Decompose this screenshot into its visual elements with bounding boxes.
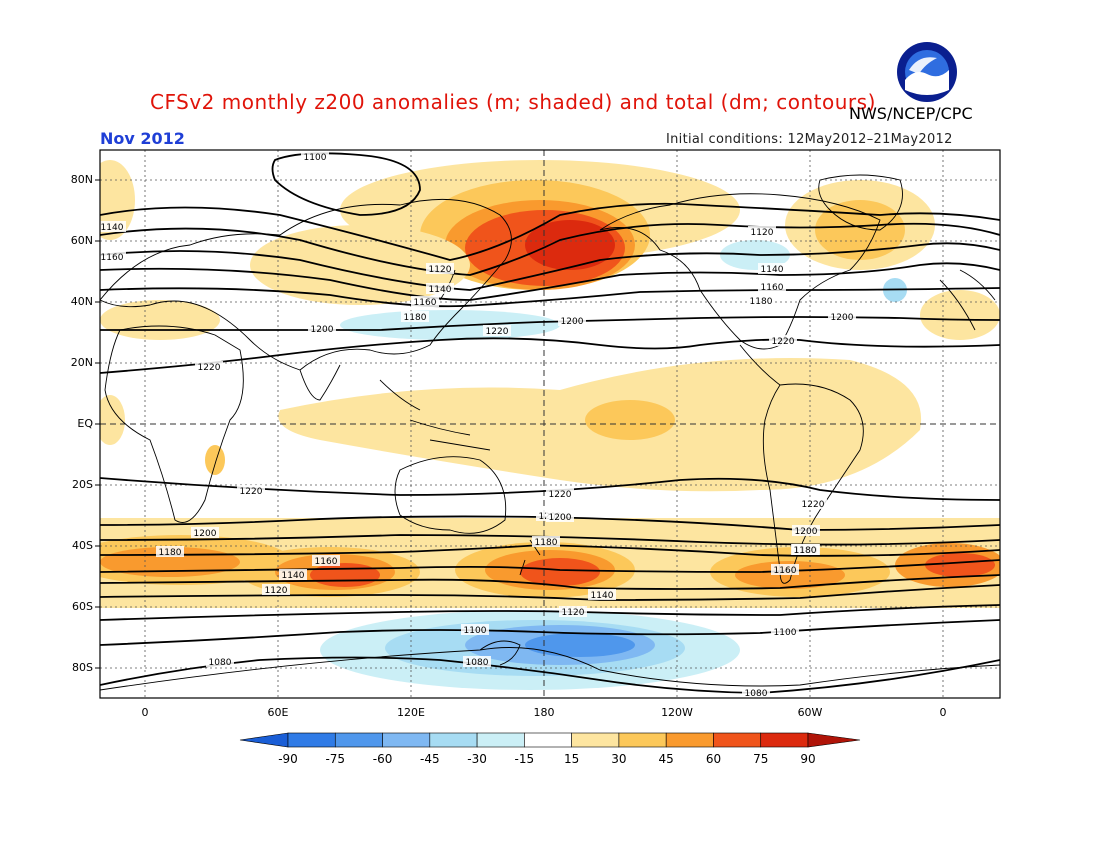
coastlines bbox=[100, 174, 1000, 691]
latitude-label: EQ bbox=[77, 417, 93, 430]
colorbar-label: 90 bbox=[800, 752, 815, 766]
longitude-label: 120E bbox=[397, 706, 425, 719]
contour-label: 1140 bbox=[591, 591, 614, 601]
contour-label: 1160 bbox=[414, 298, 437, 308]
contour-label: 1200 bbox=[311, 325, 334, 335]
contour-label: 1180 bbox=[159, 548, 182, 558]
colorbar-segment bbox=[382, 732, 431, 748]
latitude-labels: 80N 60N 40N 20N EQ 20S 40S 60S 80S bbox=[71, 173, 100, 674]
colorbar-arrow-low bbox=[239, 732, 289, 748]
longitude-label: 60E bbox=[268, 706, 289, 719]
colorbar-segment bbox=[287, 732, 336, 748]
longitude-label: 120W bbox=[661, 706, 693, 719]
contour-label: 1180 bbox=[794, 546, 817, 556]
reference-lines bbox=[100, 150, 1000, 698]
colorbar-segment bbox=[665, 732, 714, 748]
contour-label: 1220 bbox=[772, 337, 795, 347]
colorbar-label: -75 bbox=[325, 752, 345, 766]
colorbar-label: -15 bbox=[515, 752, 535, 766]
latitude-label: 20N bbox=[71, 356, 93, 369]
contour-label: 1100 bbox=[774, 628, 797, 638]
latitude-label: 80S bbox=[72, 661, 93, 674]
latitude-label: 60N bbox=[71, 234, 93, 247]
contour-label: 1160 bbox=[101, 253, 124, 263]
contour-label: 1100 bbox=[304, 153, 327, 163]
colorbar-label: -30 bbox=[467, 752, 487, 766]
longitude-label: 60W bbox=[798, 706, 823, 719]
contour-label: 1140 bbox=[282, 571, 305, 581]
noaa-logo-icon bbox=[897, 42, 957, 102]
colorbar-segment bbox=[760, 732, 809, 748]
graticule bbox=[100, 150, 1000, 698]
latitude-label: 80N bbox=[71, 173, 93, 186]
colorbar-label: 75 bbox=[753, 752, 768, 766]
height-contours bbox=[100, 152, 1000, 694]
contour-label: 1160 bbox=[315, 557, 338, 567]
contour-label: 1220 bbox=[549, 490, 572, 500]
colorbar-arrow-high bbox=[807, 732, 861, 748]
colorbar-label: 60 bbox=[706, 752, 721, 766]
colorbar-label: 45 bbox=[659, 752, 674, 766]
contour-label: 1200 bbox=[795, 527, 818, 537]
longitude-labels: 0 60E 120E 180 120W 60W 0 bbox=[142, 706, 947, 719]
contour-label: 1140 bbox=[761, 265, 784, 275]
latitude-label: 20S bbox=[72, 478, 93, 491]
initial-conditions: Initial conditions: 12May2012–21May2012 bbox=[666, 132, 953, 147]
contour-label: 1200 bbox=[549, 513, 572, 523]
latitude-label: 40S bbox=[72, 539, 93, 552]
colorbar-segment bbox=[618, 732, 667, 748]
colorbar-label: -45 bbox=[420, 752, 440, 766]
contour-label: 1200 bbox=[194, 529, 217, 539]
contour-label: 1080 bbox=[466, 658, 489, 668]
colorbar-label: -60 bbox=[373, 752, 393, 766]
contour-label: 1220 bbox=[240, 487, 263, 497]
contour-label: 1220 bbox=[486, 327, 509, 337]
colorbar-segment bbox=[429, 732, 478, 748]
contour-label: 1140 bbox=[429, 285, 452, 295]
colorbar-label: -90 bbox=[278, 752, 298, 766]
agency-label: NWS/NCEP/CPC bbox=[849, 104, 973, 123]
colorbar-label: 15 bbox=[564, 752, 579, 766]
contour-label: 1220 bbox=[198, 363, 221, 373]
contour-label: 1160 bbox=[774, 566, 797, 576]
contour-label: 1120 bbox=[562, 608, 585, 618]
contour-label: 1100 bbox=[464, 626, 487, 636]
colorbar-segment bbox=[476, 732, 525, 748]
figure-title: CFSv2 monthly z200 anomalies (m; shaded)… bbox=[150, 90, 876, 114]
contour-label: 1160 bbox=[761, 283, 784, 293]
contour-label: 1120 bbox=[751, 228, 774, 238]
contour-label: 1080 bbox=[209, 658, 232, 668]
longitude-label: 0 bbox=[940, 706, 947, 719]
latitude-label: 60S bbox=[72, 600, 93, 613]
contour-label: 1080 bbox=[745, 689, 768, 699]
longitude-label: 180 bbox=[534, 706, 555, 719]
colorbar-segment bbox=[524, 732, 572, 748]
contour-label: 1180 bbox=[404, 313, 427, 323]
colorbar-segment bbox=[571, 732, 620, 748]
colorbar-segment bbox=[713, 732, 762, 748]
contour-label: 1220 bbox=[802, 500, 825, 510]
contour-label: 1120 bbox=[429, 265, 452, 275]
colorbar-segment bbox=[334, 732, 383, 748]
contour-label: 1180 bbox=[750, 297, 773, 307]
contour-label: 1140 bbox=[101, 223, 124, 233]
contour-label: 1200 bbox=[561, 317, 584, 327]
forecast-month: Nov 2012 bbox=[100, 129, 185, 148]
contour-label: 1200 bbox=[831, 313, 854, 323]
longitude-label: 0 bbox=[142, 706, 149, 719]
latitude-label: 40N bbox=[71, 295, 93, 308]
contour-label: 1120 bbox=[265, 586, 288, 596]
colorbar-label: 30 bbox=[611, 752, 626, 766]
colorbar: -90 -75 -60 -45 -30 -15 15 30 45 60 75 90 bbox=[239, 732, 861, 766]
contour-labels: 1100 1140 1160 1120 1140 1160 1180 1200 1220 1220… bbox=[98, 151, 856, 699]
contour-label: 1180 bbox=[535, 538, 558, 548]
